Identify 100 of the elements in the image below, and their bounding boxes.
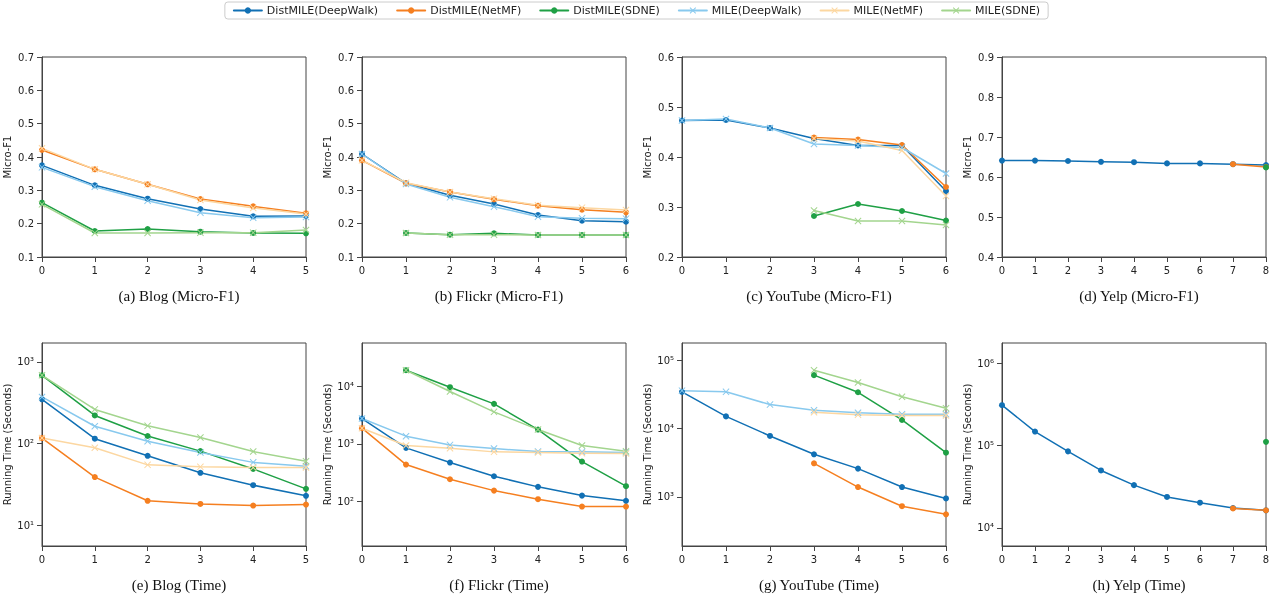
- x-tick-label: 4: [1130, 553, 1138, 565]
- x-tick-label: 6: [622, 264, 630, 276]
- x-tick-label: 1: [1031, 264, 1039, 276]
- y-tick-label: 0.6: [658, 51, 674, 63]
- x-tick-label: 0: [38, 553, 46, 565]
- text: (e) Blog (Time): [131, 576, 227, 594]
- x-tick-label: 0: [358, 553, 366, 565]
- x-tick-label: 2: [144, 264, 151, 276]
- x-tick-label: 5: [1163, 264, 1171, 276]
- x-tick-label: 6: [622, 553, 630, 565]
- y-tick-label: 10³: [17, 356, 34, 368]
- y-tick-label: 10¹: [17, 519, 34, 531]
- y-axis-title: Micro-F1: [1, 135, 13, 179]
- y-tick-label: 0.5: [658, 101, 674, 113]
- x-tick-label: 1: [1031, 553, 1039, 565]
- x-tick-label: 0: [38, 264, 46, 276]
- x-tick-label: 3: [1097, 553, 1105, 565]
- x-tick-label: 3: [810, 264, 818, 276]
- text: (d) Yelp (Micro-F1): [1079, 287, 1199, 305]
- y-axis-title: Running Time (Seconds): [1, 383, 13, 506]
- x-tick-label: 5: [1163, 553, 1171, 565]
- x-tick-label: 5: [578, 553, 586, 565]
- y-tick-label: 0.2: [338, 218, 354, 230]
- x-tick-label: 1: [91, 264, 98, 276]
- x-tick-label: 5: [302, 553, 310, 565]
- x-tick-label: 4: [250, 553, 257, 565]
- y-tick-label: 0.6: [18, 84, 34, 96]
- x-tick-label: 3: [490, 264, 498, 276]
- y-tick-label: 0.1: [338, 251, 354, 263]
- legend-label: DistMILE(SDNE): [573, 4, 660, 17]
- text: (a) Blog (Micro-F1): [118, 287, 240, 305]
- x-tick-label: 2: [144, 553, 151, 565]
- x-tick-label: 2: [446, 264, 454, 276]
- y-tick-label: 10³: [337, 438, 354, 450]
- text: (b) Flickr (Micro-F1): [434, 287, 564, 305]
- x-tick-label: 0: [678, 553, 686, 565]
- x-tick-label: 1: [722, 553, 730, 565]
- y-tick-label: 0.5: [978, 211, 994, 223]
- y-tick-label: 10⁶: [977, 357, 994, 369]
- y-tick-label: 0.7: [338, 51, 354, 63]
- y-tick-label: 10⁵: [657, 354, 674, 366]
- text: (h) Yelp (Time): [1092, 576, 1186, 594]
- y-axis-title: Micro-F1: [321, 135, 333, 179]
- y-axis-title: Running Time (Seconds): [321, 383, 333, 506]
- x-tick-label: 0: [998, 264, 1006, 276]
- x-tick-label: 3: [490, 553, 498, 565]
- x-tick-label: 0: [678, 264, 686, 276]
- x-tick-label: 7: [1229, 553, 1237, 565]
- y-tick-label: 10⁵: [977, 440, 994, 452]
- y-tick-label: 0.4: [978, 251, 994, 263]
- y-tick-label: 10³: [657, 491, 674, 503]
- x-tick-label: 3: [197, 553, 204, 565]
- y-tick-label: 0.6: [978, 171, 994, 183]
- y-tick-label: 10²: [337, 496, 354, 508]
- x-tick-label: 2: [766, 264, 774, 276]
- y-tick-label: 0.2: [18, 218, 34, 230]
- x-tick-label: 8: [1262, 264, 1270, 276]
- text: (g) YouTube (Time): [758, 576, 880, 594]
- x-tick-label: 5: [898, 553, 906, 565]
- legend-label: DistMILE(DeepWalk): [266, 4, 379, 17]
- x-tick-label: 2: [766, 553, 774, 565]
- y-tick-label: 0.7: [978, 131, 994, 143]
- y-tick-label: 0.6: [338, 84, 354, 96]
- x-tick-label: 7: [1229, 264, 1237, 276]
- y-tick-label: 0.7: [18, 51, 34, 63]
- y-axis-title: Running Time (Seconds): [641, 383, 653, 506]
- x-tick-label: 4: [534, 553, 542, 565]
- x-tick-label: 2: [1064, 264, 1072, 276]
- legend-label: MILE(SDNE): [975, 4, 1041, 17]
- y-tick-label: 0.4: [338, 151, 354, 163]
- y-tick-label: 10⁴: [337, 380, 354, 392]
- y-tick-label: 10⁴: [657, 423, 674, 435]
- x-tick-label: 4: [854, 264, 862, 276]
- legend-label: DistMILE(NetMF): [430, 4, 522, 17]
- x-tick-label: 6: [942, 264, 950, 276]
- y-tick-label: 0.8: [978, 91, 994, 103]
- x-tick-label: 6: [1196, 264, 1204, 276]
- y-tick-label: 0.3: [18, 184, 34, 196]
- y-tick-label: 0.3: [338, 184, 354, 196]
- x-tick-label: 0: [998, 553, 1006, 565]
- x-tick-label: 3: [197, 264, 204, 276]
- x-tick-label: 4: [854, 553, 862, 565]
- y-tick-label: 10²: [17, 438, 34, 450]
- y-axis-title: Running Time (Seconds): [961, 383, 973, 506]
- x-tick-label: 0: [358, 264, 366, 276]
- text: (f) Flickr (Time): [449, 576, 549, 594]
- x-tick-label: 4: [534, 264, 542, 276]
- legend-label: MILE(NetMF): [853, 4, 924, 17]
- x-tick-label: 3: [1097, 264, 1105, 276]
- x-tick-label: 4: [1130, 264, 1138, 276]
- x-tick-label: 1: [91, 553, 98, 565]
- x-tick-label: 2: [446, 553, 454, 565]
- x-tick-label: 5: [578, 264, 586, 276]
- x-tick-label: 2: [1064, 553, 1072, 565]
- y-tick-label: 0.4: [658, 151, 674, 163]
- y-tick-label: 10⁴: [977, 522, 994, 534]
- x-tick-label: 8: [1262, 553, 1270, 565]
- text: (c) YouTube (Micro-F1): [746, 287, 892, 305]
- y-tick-label: 0.2: [658, 251, 674, 263]
- x-tick-label: 3: [810, 553, 818, 565]
